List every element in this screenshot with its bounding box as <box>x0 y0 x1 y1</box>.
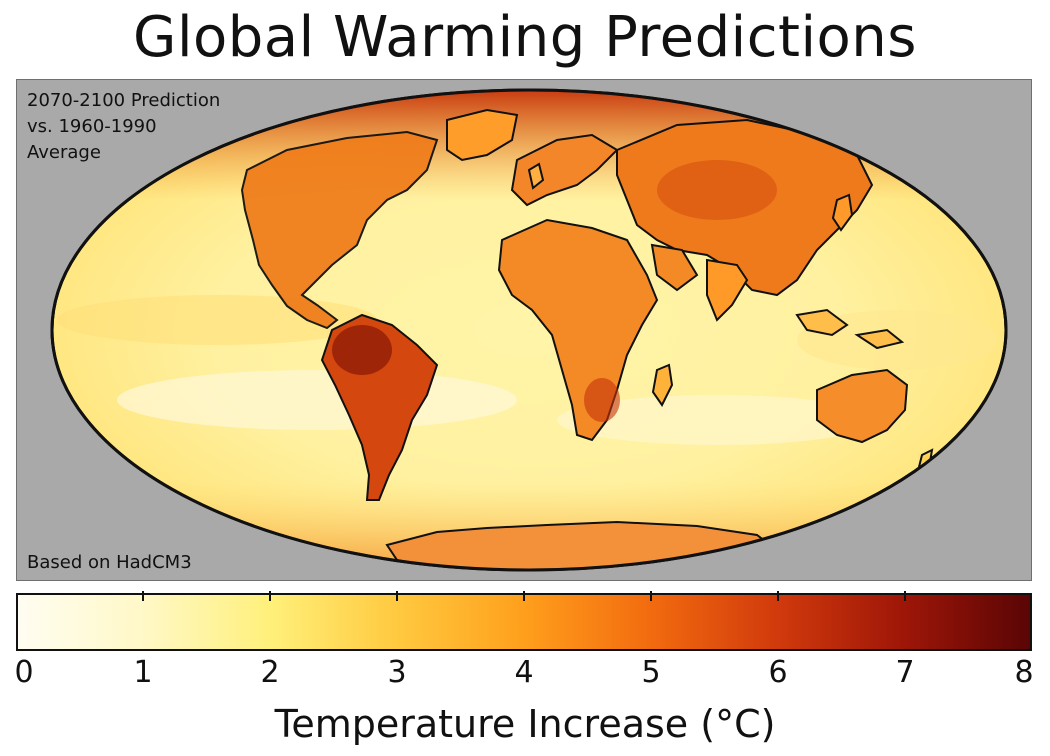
island-japan <box>831 193 854 232</box>
colorbar-tick-label: 0 <box>14 655 34 690</box>
colorbar-tick-mark <box>523 591 525 601</box>
colorbar-tick-mark <box>396 591 398 601</box>
region-arabia <box>650 243 699 292</box>
colorbar-tick-label: 1 <box>133 655 153 690</box>
colorbar-tick-mark <box>650 591 652 601</box>
colorbar <box>16 593 1032 651</box>
colorbar-tick-label: 5 <box>641 655 661 690</box>
colorbar-tick-label: 6 <box>768 655 788 690</box>
region-india <box>706 258 749 322</box>
colorbar-tick-label: 7 <box>895 655 915 690</box>
colorbar-tick-mark <box>777 591 779 601</box>
colorbar-ticks <box>16 591 1032 651</box>
model-note: Based on HadCM3 <box>27 552 192 573</box>
continent-australia <box>816 368 909 444</box>
continent-greenland <box>446 108 519 162</box>
islands-southeast-asia <box>795 308 849 337</box>
colorbar-tick-labels: 0 1 2 3 4 5 6 7 8 <box>14 654 1034 694</box>
prediction-note: 2070-2100 Prediction vs. 1960-1990 Avera… <box>27 90 221 163</box>
colorbar-tick-label: 2 <box>260 655 280 690</box>
colorbar-label: Temperature Increase (°C) <box>274 702 776 746</box>
colorbar-tick-mark <box>269 591 271 601</box>
world-map <box>50 88 1008 572</box>
island-britain <box>527 162 545 190</box>
map-panel: 2070-2100 Prediction vs. 1960-1990 Avera… <box>16 79 1032 581</box>
continent-north-america <box>240 130 439 330</box>
colorbar-tick-label: 3 <box>387 655 407 690</box>
colorbar-tick-mark <box>142 591 144 601</box>
colorbar-tick-label: 4 <box>514 655 534 690</box>
colorbar-tick-label: 8 <box>1014 655 1034 690</box>
map-title: Global Warming Predictions <box>133 5 917 70</box>
island-madagascar <box>651 363 674 407</box>
colorbar-gradient <box>18 595 1030 649</box>
continent-europe <box>510 133 619 207</box>
colorbar-tick-mark <box>904 591 906 601</box>
